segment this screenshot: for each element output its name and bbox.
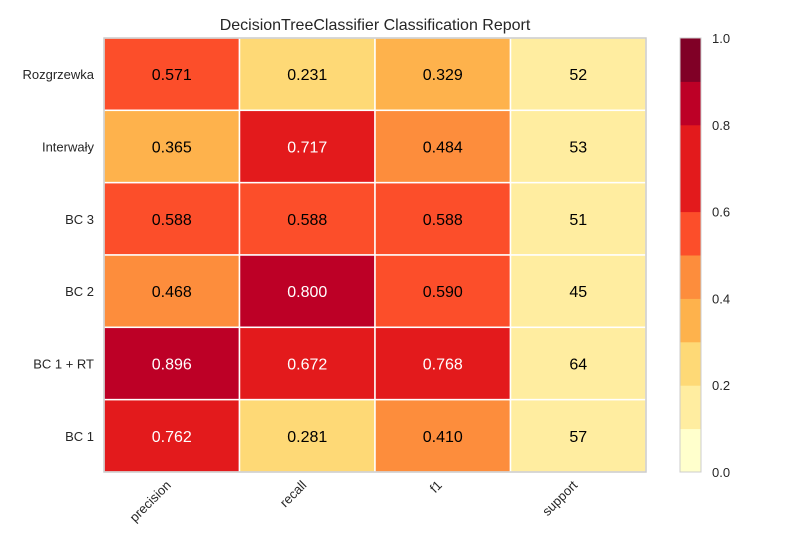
cell-value: 0.329 [423,67,463,84]
cell-bc-1-recall [238,398,376,473]
row-label: BC 3 [65,212,94,227]
cell-rozgrzewka-support [509,37,647,112]
colorbar-segment [680,81,701,126]
row-label: Interwały [42,140,95,155]
colorbar-segment [680,255,701,299]
cell-bc-3-support [509,181,647,256]
cell-value: 0.717 [287,140,327,157]
colorbar-segment [680,211,701,256]
cell-interwa-y-recall [238,109,376,184]
cell-bc-1-rt-f1 [374,326,512,401]
colorbar-tick-label: 0.2 [712,378,730,393]
colorbar-segment [680,124,701,169]
cell-bc-1-precision [103,398,241,473]
colorbar-tick-label: 0.6 [712,205,730,220]
cell-value: 0.410 [423,429,463,446]
heatmap-frame [103,37,647,473]
cell-value: 0.590 [423,284,463,301]
cell-value: 45 [569,284,587,301]
cell-rozgrzewka-recall [238,37,376,112]
row-label: BC 1 [65,429,94,444]
cell-value: 57 [569,429,587,446]
cell-rozgrzewka-precision [103,37,241,112]
chart-title: DecisionTreeClassifier Classification Re… [220,17,531,34]
colorbar-segment [680,385,701,430]
cell-value: 0.231 [287,67,327,84]
column-label: recall [277,477,310,510]
column-labels: precision recall f1 support [126,477,580,525]
cell-value: 0.588 [287,212,327,229]
colorbar-segment [680,341,701,386]
cell-value: 0.762 [152,429,192,446]
cell-value: 0.484 [423,140,463,157]
colorbar-tick-label: 1.0 [712,31,730,46]
colorbar-tick-label: 0.8 [712,118,730,133]
cell-value: 0.365 [152,140,192,157]
column-label: precision [126,478,173,525]
cell-value: 0.281 [287,429,327,446]
cell-interwa-y-support [509,109,647,184]
cell-bc-2-support [509,254,647,329]
cell-bc-1-rt-recall [238,326,376,401]
row-label: Rozgrzewka [22,67,94,82]
cell-value: 0.672 [287,357,327,374]
row-label: BC 1 + RT [33,357,94,372]
cell-bc-1-f1 [374,398,512,473]
colorbar-segment [680,298,701,343]
colorbar-segment [680,428,701,473]
heatmap-cells: 0.571 0.231 0.329 52 0.365 0.717 0.484 53 0.588 0… [103,37,647,473]
cell-bc-3-recall [238,181,376,256]
colorbar-segment [680,38,701,82]
colorbar-segment [680,168,701,213]
cell-value: 0.896 [152,357,192,374]
cell-bc-1-rt-support [509,326,647,401]
cell-value: 0.468 [152,284,192,301]
row-labels: Rozgrzewka Interwały BC 3 BC 2 BC 1 + RT BC 1 [22,67,94,444]
colorbar: 0.0 0.2 0.4 0.6 0.8 1.0 [679,31,730,480]
cell-value: 53 [569,140,587,157]
cell-value: 0.588 [152,212,192,229]
cell-value: 0.800 [287,284,327,301]
cell-value: 52 [569,67,587,84]
colorbar-frame [679,37,702,473]
colorbar-tick-label: 0.0 [712,465,730,480]
cell-value: 51 [569,212,587,229]
row-label: BC 2 [65,284,94,299]
cell-value: 0.571 [152,67,192,84]
cell-bc-2-recall [238,254,376,329]
column-label: support [539,477,581,519]
colorbar-tick-label: 0.4 [712,291,730,306]
cell-value: 0.588 [423,212,463,229]
cell-value: 64 [569,357,587,374]
column-label: f1 [427,478,445,496]
cell-value: 0.768 [423,357,463,374]
